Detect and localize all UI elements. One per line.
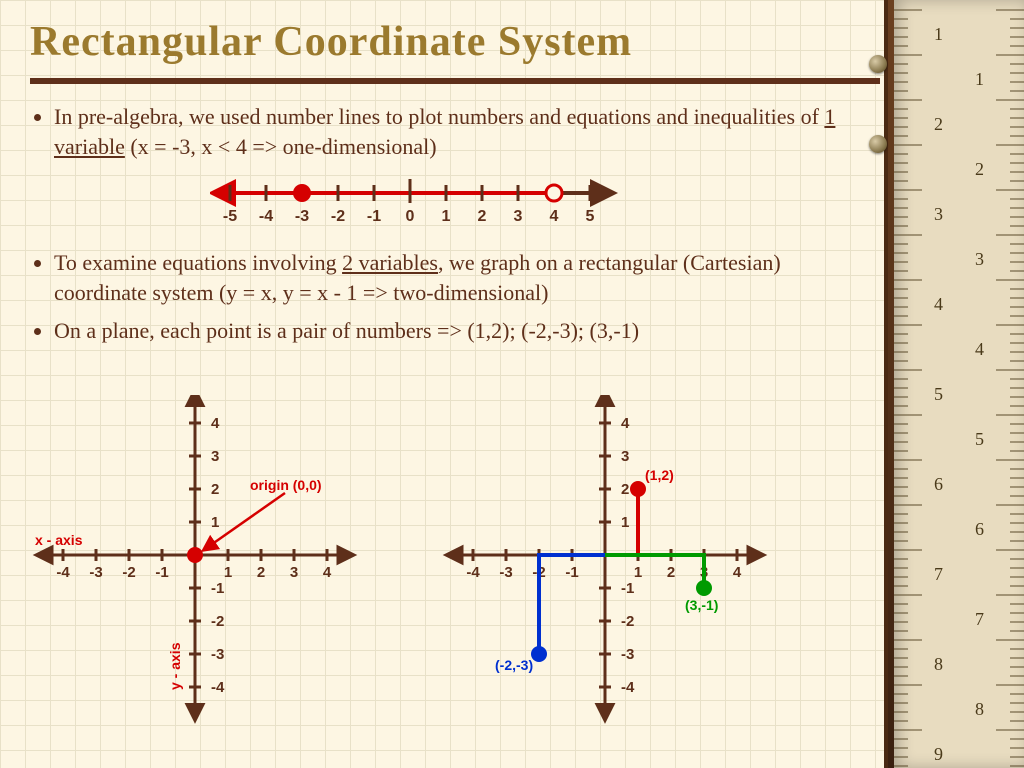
svg-text:0: 0 <box>406 208 415 225</box>
svg-text:1: 1 <box>224 564 232 581</box>
page-title: Rectangular Coordinate System <box>30 18 850 66</box>
svg-text:-4: -4 <box>56 564 70 581</box>
svg-text:4: 4 <box>550 208 559 225</box>
svg-text:3: 3 <box>975 249 984 269</box>
svg-text:2: 2 <box>478 208 487 225</box>
svg-text:-4: -4 <box>621 679 635 696</box>
svg-text:-1: -1 <box>565 564 578 581</box>
svg-text:4: 4 <box>733 564 742 581</box>
svg-text:-2: -2 <box>211 613 224 630</box>
bullet-3: On a plane, each point is a pair of numb… <box>54 316 850 346</box>
bullet-list-2: To examine equations involving 2 variabl… <box>30 248 850 345</box>
svg-text:-2: -2 <box>331 208 345 225</box>
slide-content: Rectangular Coordinate System In pre-alg… <box>30 18 850 353</box>
bullet-2: To examine equations involving 2 variabl… <box>54 248 850 307</box>
svg-text:x - axis: x - axis <box>35 532 83 548</box>
svg-text:3: 3 <box>290 564 298 581</box>
svg-text:-2: -2 <box>621 613 634 630</box>
graph-right: -4-4-3-3-2-2-1-111223344(1,2)(3,-1)(-2,-… <box>440 395 800 735</box>
svg-text:-1: -1 <box>621 580 634 597</box>
svg-text:origin (0,0): origin (0,0) <box>250 477 322 493</box>
svg-text:(3,-1): (3,-1) <box>685 597 718 613</box>
svg-text:-1: -1 <box>211 580 224 597</box>
ruler-decoration: 112233445566778899 <box>884 0 1024 768</box>
bullet-list: In pre-algebra, we used number lines to … <box>30 102 850 161</box>
svg-text:2: 2 <box>257 564 265 581</box>
svg-text:6: 6 <box>975 519 984 539</box>
svg-text:4: 4 <box>975 339 984 359</box>
svg-text:-3: -3 <box>621 646 634 663</box>
svg-text:8: 8 <box>934 654 943 674</box>
svg-text:-3: -3 <box>295 208 309 225</box>
svg-text:y - axis: y - axis <box>167 642 183 690</box>
svg-text:1: 1 <box>975 69 984 89</box>
svg-text:-4: -4 <box>466 564 480 581</box>
svg-text:4: 4 <box>934 294 943 314</box>
svg-text:(-2,-3): (-2,-3) <box>495 657 533 673</box>
svg-text:5: 5 <box>586 208 595 225</box>
rivet-icon <box>869 55 887 73</box>
svg-text:3: 3 <box>934 204 943 224</box>
svg-text:-3: -3 <box>499 564 512 581</box>
svg-text:2: 2 <box>975 159 984 179</box>
svg-text:2: 2 <box>934 114 943 134</box>
graph-left: -4-4-3-3-2-2-1-111223344x - axisy - axis… <box>30 395 390 735</box>
svg-text:5: 5 <box>975 429 984 449</box>
rivet-icon <box>869 135 887 153</box>
svg-text:-5: -5 <box>223 208 237 225</box>
svg-text:-1: -1 <box>155 564 168 581</box>
svg-text:4: 4 <box>323 564 332 581</box>
svg-text:1: 1 <box>211 514 219 531</box>
bullet-1: In pre-algebra, we used number lines to … <box>54 102 850 161</box>
svg-text:-3: -3 <box>89 564 102 581</box>
svg-text:2: 2 <box>667 564 675 581</box>
svg-text:-4: -4 <box>259 208 273 225</box>
svg-text:1: 1 <box>934 24 943 44</box>
svg-text:-3: -3 <box>211 646 224 663</box>
svg-text:5: 5 <box>934 384 943 404</box>
svg-text:-1: -1 <box>367 208 381 225</box>
svg-text:4: 4 <box>211 415 220 432</box>
svg-text:9: 9 <box>934 744 943 764</box>
coordinate-graphs: -4-4-3-3-2-2-1-111223344x - axisy - axis… <box>30 395 860 735</box>
svg-text:1: 1 <box>442 208 451 225</box>
svg-text:8: 8 <box>975 699 984 719</box>
svg-text:2: 2 <box>621 481 629 498</box>
svg-text:6: 6 <box>934 474 943 494</box>
number-line: -5 -4 -3 -2 -1 0 1 2 3 4 5 <box>210 171 850 236</box>
svg-text:-4: -4 <box>211 679 225 696</box>
svg-text:2: 2 <box>211 481 219 498</box>
svg-text:(1,2): (1,2) <box>645 467 674 483</box>
svg-text:1: 1 <box>621 514 629 531</box>
svg-text:3: 3 <box>621 448 629 465</box>
svg-text:7: 7 <box>934 564 943 584</box>
svg-text:-2: -2 <box>122 564 135 581</box>
svg-text:3: 3 <box>514 208 523 225</box>
svg-text:1: 1 <box>634 564 642 581</box>
svg-text:4: 4 <box>621 415 630 432</box>
svg-text:3: 3 <box>211 448 219 465</box>
svg-text:7: 7 <box>975 609 984 629</box>
title-rule <box>30 78 880 84</box>
